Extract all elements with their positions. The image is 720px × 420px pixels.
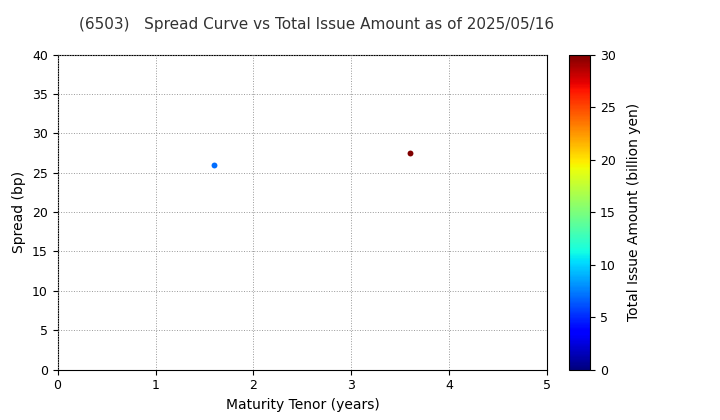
Y-axis label: Spread (bp): Spread (bp) (12, 171, 27, 253)
Text: (6503)   Spread Curve vs Total Issue Amount as of 2025/05/16: (6503) Spread Curve vs Total Issue Amoun… (79, 17, 554, 32)
Point (209, 161, 220, 168)
Y-axis label: Total Issue Amount (billion yen): Total Issue Amount (billion yen) (627, 103, 641, 321)
Point (405, 150, 416, 156)
X-axis label: Maturity Tenor (years): Maturity Tenor (years) (225, 398, 379, 412)
